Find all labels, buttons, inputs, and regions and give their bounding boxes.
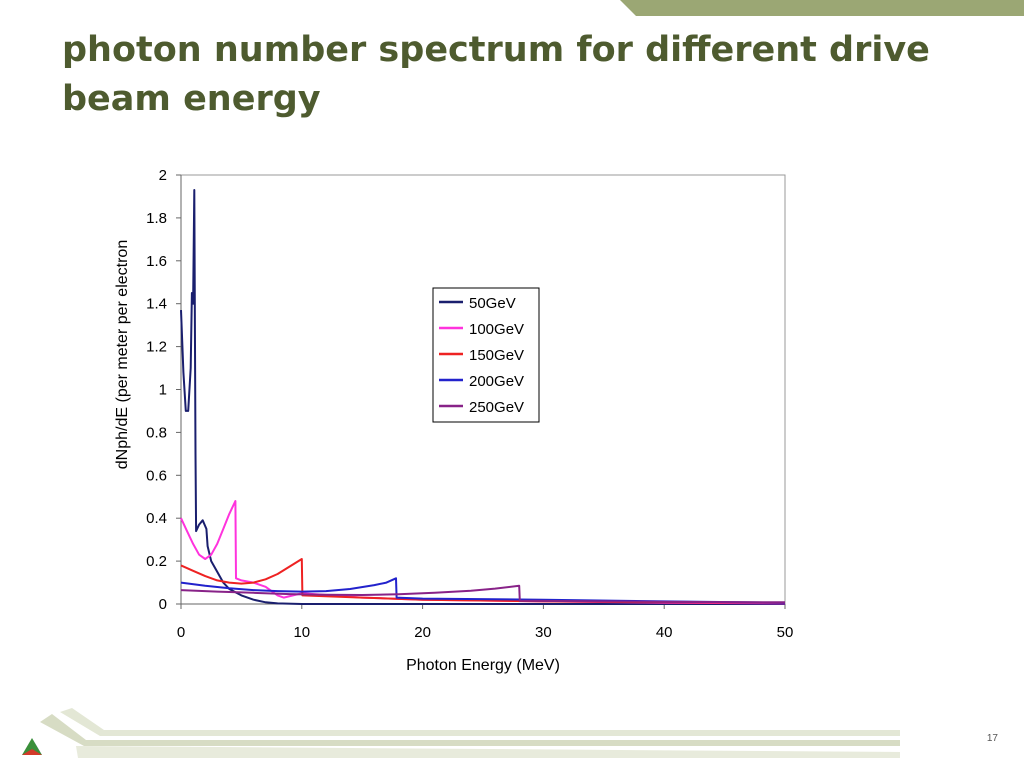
x-tick-label: 0 [177, 624, 185, 641]
logo-icon [22, 738, 42, 755]
y-tick-label: 0 [159, 596, 167, 613]
x-tick-label: 10 [293, 624, 310, 641]
legend-label: 100GeV [469, 321, 524, 338]
slide-title: photon number spectrum for different dri… [62, 30, 930, 119]
y-tick-label: 1.8 [146, 210, 167, 227]
y-axis-title: dNph/dE (per meter per electron [114, 240, 131, 469]
series-line-150GeV [180, 558, 786, 604]
legend-label: 250GeV [469, 399, 524, 416]
x-axis-title: Photon Energy (MeV) [406, 657, 560, 674]
y-tick-label: 2 [159, 167, 167, 184]
x-tick-label: 40 [656, 624, 673, 641]
legend-label: 150GeV [469, 347, 524, 364]
top-accent-band [620, 0, 1024, 16]
series-line-50GeV [180, 189, 785, 605]
x-tick-label: 30 [535, 624, 552, 641]
y-tick-label: 0.2 [146, 553, 167, 570]
legend-label: 50GeV [469, 295, 516, 312]
footer-decoration [22, 708, 900, 758]
y-tick-label: 0.8 [146, 424, 167, 441]
series-line-250GeV [180, 584, 786, 604]
line-chart: 00.20.40.60.811.21.41.61.820 10 20 30 40 50Ph… [114, 167, 794, 674]
series-line-200GeV [180, 577, 786, 604]
y-tick-label: 1.4 [146, 296, 167, 313]
y-tick-label: 1 [159, 382, 167, 399]
x-tick-label: 20 [414, 624, 431, 641]
x-tick-label: 50 [777, 624, 794, 641]
page-number: 17 [986, 733, 998, 744]
y-tick-label: 0.4 [146, 510, 167, 527]
chart-container: 0 0.2 0.4 0.6 0.8 1 1.2 1.4 1.6 1.8 2 0 10 20 30 40 50 Ph… [100, 160, 820, 680]
y-tick-label: 0.6 [146, 467, 167, 484]
y-tick-label: 1.2 [146, 339, 167, 356]
legend-label: 200GeV [469, 373, 524, 390]
y-tick-label: 1.6 [146, 253, 167, 270]
